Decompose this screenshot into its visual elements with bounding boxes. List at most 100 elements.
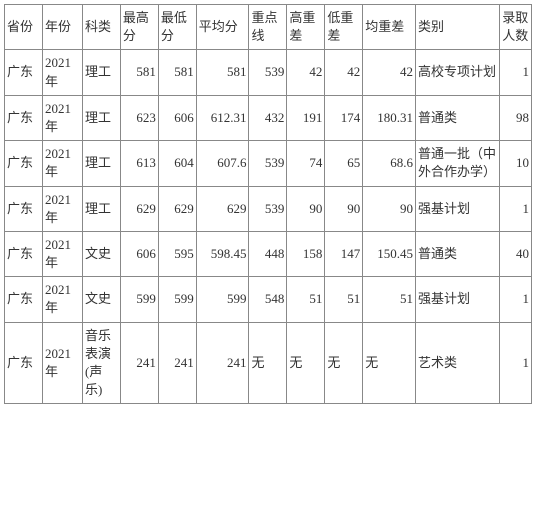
cell-adiff: 68.6 xyxy=(363,141,416,186)
cell-max: 581 xyxy=(120,50,158,95)
table-header-row: 省份 年份 科类 最高分 最低分 平均分 重点线 高重差 低重差 均重差 类别 … xyxy=(5,5,532,50)
cell-count: 1 xyxy=(500,186,532,231)
cell-max: 606 xyxy=(120,231,158,276)
col-ldiff: 低重差 xyxy=(325,5,363,50)
cell-avg: 598.45 xyxy=(196,231,249,276)
cell-ldiff: 无 xyxy=(325,322,363,404)
cell-province: 广东 xyxy=(5,95,43,140)
cell-year: 2021年 xyxy=(42,322,82,404)
table-body: 广东2021年理工581581581539424242高校专项计划1广东2021… xyxy=(5,50,532,404)
cell-avg: 581 xyxy=(196,50,249,95)
col-hdiff: 高重差 xyxy=(287,5,325,50)
cell-year: 2021年 xyxy=(42,50,82,95)
cell-province: 广东 xyxy=(5,322,43,404)
cell-count: 1 xyxy=(500,50,532,95)
cell-count: 1 xyxy=(500,277,532,322)
col-min: 最低分 xyxy=(158,5,196,50)
cell-adiff: 51 xyxy=(363,277,416,322)
cell-hdiff: 42 xyxy=(287,50,325,95)
col-subject: 科类 xyxy=(82,5,120,50)
cell-province: 广东 xyxy=(5,141,43,186)
cell-hdiff: 191 xyxy=(287,95,325,140)
table-row: 广东2021年理工613604607.6539746568.6普通一批（中外合作… xyxy=(5,141,532,186)
cell-keyline: 448 xyxy=(249,231,287,276)
col-category: 类别 xyxy=(415,5,499,50)
cell-subject: 文史 xyxy=(82,277,120,322)
cell-avg: 629 xyxy=(196,186,249,231)
cell-hdiff: 无 xyxy=(287,322,325,404)
cell-count: 98 xyxy=(500,95,532,140)
cell-hdiff: 51 xyxy=(287,277,325,322)
cell-min: 604 xyxy=(158,141,196,186)
cell-subject: 音乐表演(声乐) xyxy=(82,322,120,404)
cell-avg: 607.6 xyxy=(196,141,249,186)
cell-ldiff: 65 xyxy=(325,141,363,186)
cell-adiff: 无 xyxy=(363,322,416,404)
cell-avg: 599 xyxy=(196,277,249,322)
cell-category: 强基计划 xyxy=(415,277,499,322)
cell-keyline: 无 xyxy=(249,322,287,404)
cell-hdiff: 90 xyxy=(287,186,325,231)
cell-max: 629 xyxy=(120,186,158,231)
cell-min: 241 xyxy=(158,322,196,404)
cell-adiff: 180.31 xyxy=(363,95,416,140)
cell-year: 2021年 xyxy=(42,277,82,322)
cell-province: 广东 xyxy=(5,50,43,95)
table-row: 广东2021年理工581581581539424242高校专项计划1 xyxy=(5,50,532,95)
cell-subject: 理工 xyxy=(82,186,120,231)
cell-keyline: 539 xyxy=(249,50,287,95)
col-count: 录取人数 xyxy=(500,5,532,50)
cell-max: 623 xyxy=(120,95,158,140)
cell-category: 普通类 xyxy=(415,95,499,140)
cell-min: 606 xyxy=(158,95,196,140)
cell-count: 1 xyxy=(500,322,532,404)
cell-category: 普通类 xyxy=(415,231,499,276)
cell-category: 高校专项计划 xyxy=(415,50,499,95)
cell-count: 10 xyxy=(500,141,532,186)
cell-subject: 理工 xyxy=(82,50,120,95)
cell-adiff: 150.45 xyxy=(363,231,416,276)
cell-year: 2021年 xyxy=(42,95,82,140)
cell-ldiff: 147 xyxy=(325,231,363,276)
cell-ldiff: 174 xyxy=(325,95,363,140)
cell-province: 广东 xyxy=(5,186,43,231)
cell-subject: 文史 xyxy=(82,231,120,276)
table-row: 广东2021年理工623606612.31432191174180.31普通类9… xyxy=(5,95,532,140)
cell-avg: 612.31 xyxy=(196,95,249,140)
table-row: 广东2021年文史599599599548515151强基计划1 xyxy=(5,277,532,322)
cell-category: 强基计划 xyxy=(415,186,499,231)
cell-keyline: 539 xyxy=(249,141,287,186)
cell-min: 599 xyxy=(158,277,196,322)
cell-ldiff: 42 xyxy=(325,50,363,95)
col-avg: 平均分 xyxy=(196,5,249,50)
table-row: 广东2021年文史606595598.45448158147150.45普通类4… xyxy=(5,231,532,276)
cell-adiff: 90 xyxy=(363,186,416,231)
col-keyline: 重点线 xyxy=(249,5,287,50)
cell-count: 40 xyxy=(500,231,532,276)
cell-max: 241 xyxy=(120,322,158,404)
cell-hdiff: 74 xyxy=(287,141,325,186)
cell-ldiff: 51 xyxy=(325,277,363,322)
table-row: 广东2021年理工629629629539909090强基计划1 xyxy=(5,186,532,231)
cell-category: 艺术类 xyxy=(415,322,499,404)
cell-avg: 241 xyxy=(196,322,249,404)
admissions-table: 省份 年份 科类 最高分 最低分 平均分 重点线 高重差 低重差 均重差 类别 … xyxy=(4,4,532,404)
cell-max: 613 xyxy=(120,141,158,186)
cell-min: 581 xyxy=(158,50,196,95)
cell-subject: 理工 xyxy=(82,95,120,140)
cell-keyline: 432 xyxy=(249,95,287,140)
cell-keyline: 539 xyxy=(249,186,287,231)
cell-year: 2021年 xyxy=(42,231,82,276)
col-year: 年份 xyxy=(42,5,82,50)
cell-year: 2021年 xyxy=(42,186,82,231)
col-adiff: 均重差 xyxy=(363,5,416,50)
table-row: 广东2021年音乐表演(声乐)241241241无无无无艺术类1 xyxy=(5,322,532,404)
cell-max: 599 xyxy=(120,277,158,322)
cell-adiff: 42 xyxy=(363,50,416,95)
cell-subject: 理工 xyxy=(82,141,120,186)
cell-province: 广东 xyxy=(5,231,43,276)
cell-min: 629 xyxy=(158,186,196,231)
cell-year: 2021年 xyxy=(42,141,82,186)
cell-hdiff: 158 xyxy=(287,231,325,276)
col-max: 最高分 xyxy=(120,5,158,50)
